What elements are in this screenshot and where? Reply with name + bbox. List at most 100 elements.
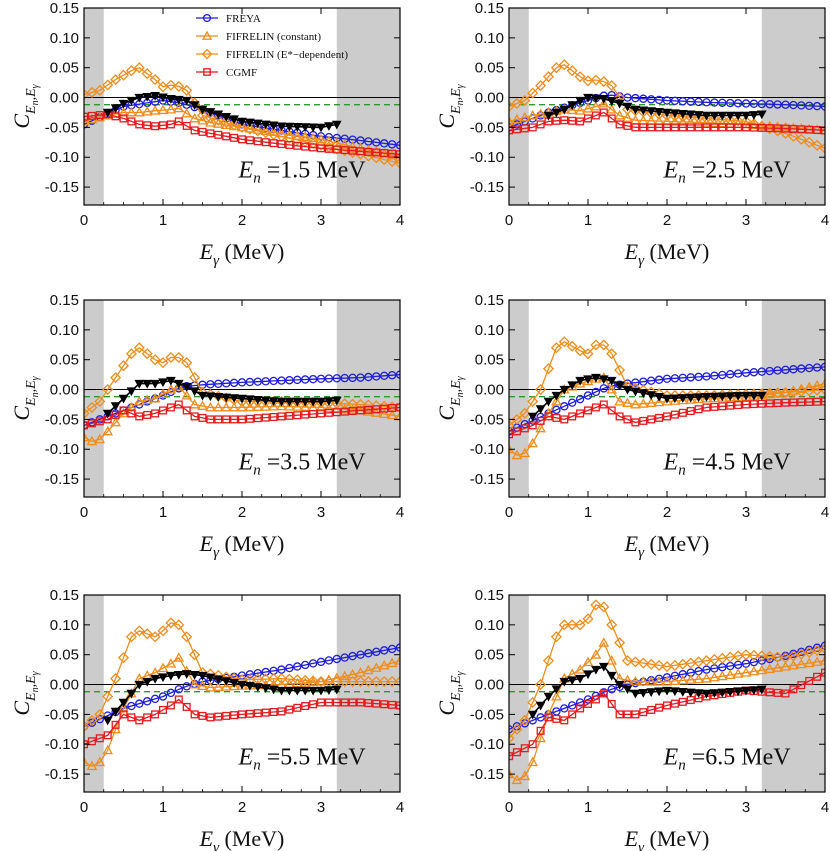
data-point [135, 716, 144, 725]
y-tick-label: 0.05 [475, 647, 504, 664]
data-point [568, 412, 577, 421]
data-point [511, 113, 523, 124]
data-point [157, 388, 169, 399]
data-point [205, 108, 216, 117]
data-point [535, 679, 547, 691]
data-point [355, 667, 366, 677]
data-point [622, 397, 633, 407]
data-point [110, 707, 121, 717]
data-point [655, 703, 664, 712]
data-point [134, 93, 145, 103]
series-line [509, 604, 825, 739]
data-point [189, 101, 200, 111]
data-point [189, 398, 200, 409]
data-point [661, 115, 673, 126]
data-point [631, 418, 640, 427]
data-point [173, 379, 184, 389]
data-point [372, 372, 381, 381]
data-point [607, 406, 616, 415]
data-point [583, 375, 593, 385]
data-point [773, 366, 782, 375]
data-point [150, 674, 160, 684]
data-point [141, 394, 153, 405]
data-point [741, 111, 751, 121]
data-point [789, 100, 798, 110]
data-point [236, 401, 248, 412]
series-line [84, 113, 400, 155]
data-point [558, 59, 570, 71]
data-point [173, 102, 185, 113]
data-point [284, 400, 295, 411]
data-point [182, 702, 191, 711]
data-point [560, 402, 569, 411]
data-point [323, 135, 335, 146]
data-point [669, 395, 681, 405]
y-tick-label: 0.05 [50, 60, 79, 77]
data-point [765, 100, 774, 109]
data-point [363, 144, 374, 155]
data-point [173, 95, 184, 105]
data-point [331, 120, 342, 130]
data-point [229, 378, 239, 388]
data-point [142, 92, 153, 102]
shaded-region [336, 300, 400, 497]
data-point [347, 676, 359, 688]
data-point [757, 99, 767, 109]
data-point [606, 103, 618, 114]
data-point [213, 393, 224, 402]
x-axis-label: Eγ (MeV) [199, 826, 285, 851]
data-point [111, 410, 120, 419]
data-point [315, 133, 327, 144]
data-point [166, 403, 175, 412]
data-point [630, 387, 641, 397]
x-tick-label: 1 [584, 212, 592, 229]
data-point [709, 117, 720, 127]
data-point [133, 106, 145, 117]
data-point [812, 101, 822, 111]
data-point [324, 698, 333, 707]
plot-area [84, 342, 400, 446]
data-point [190, 412, 199, 421]
data-point [678, 408, 687, 417]
y-tick-label: 0.00 [475, 382, 504, 399]
data-point [268, 673, 280, 685]
data-point [639, 416, 648, 425]
y-tick-label: -0.15 [45, 766, 79, 783]
data-point [566, 340, 578, 352]
x-tick-label: 3 [317, 504, 325, 521]
data-point [269, 707, 278, 717]
data-point [165, 384, 177, 394]
y-tick-label: 0.15 [50, 292, 79, 309]
data-point [574, 378, 586, 388]
data-point [220, 117, 232, 129]
data-point [702, 403, 711, 412]
data-point [166, 701, 175, 710]
y-tick-label: 0.00 [475, 677, 504, 694]
data-point [677, 688, 688, 697]
data-point [103, 731, 112, 740]
data-point [102, 744, 114, 755]
data-point [364, 372, 373, 382]
data-point [252, 683, 263, 692]
data-point [95, 111, 104, 120]
data-point [126, 96, 137, 106]
data-point [356, 650, 365, 659]
data-point [181, 107, 193, 118]
data-point [686, 407, 695, 416]
data-point [677, 674, 689, 685]
data-point [301, 702, 310, 711]
x-tick-label: 1 [584, 799, 592, 816]
data-point [591, 403, 600, 412]
data-point [741, 123, 751, 132]
data-point [119, 406, 128, 415]
data-point [591, 94, 601, 104]
data-point [315, 676, 327, 688]
data-point [230, 133, 239, 142]
data-point [316, 657, 326, 667]
data-point [388, 700, 397, 709]
data-point [378, 676, 390, 688]
data-point [277, 707, 286, 716]
data-point [324, 122, 334, 131]
data-point [127, 713, 136, 722]
data-point [670, 410, 679, 419]
